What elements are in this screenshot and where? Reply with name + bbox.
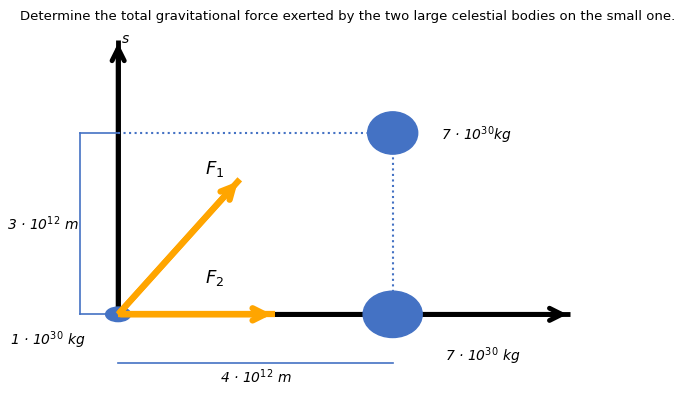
Text: 3 · 10$^{12}$ m: 3 · 10$^{12}$ m xyxy=(7,214,79,233)
Text: 7 · 10$^{30}$kg: 7 · 10$^{30}$kg xyxy=(441,124,512,146)
Text: s: s xyxy=(122,32,129,46)
Text: 1 · 10$^{30}$ kg: 1 · 10$^{30}$ kg xyxy=(10,330,85,351)
Text: 4 · 10$^{12}$ m: 4 · 10$^{12}$ m xyxy=(220,368,292,386)
Ellipse shape xyxy=(368,112,418,154)
Text: $F_1$: $F_1$ xyxy=(205,159,224,179)
Text: $F_2$: $F_2$ xyxy=(205,268,224,288)
Text: Determine the total gravitational force exerted by the two large celestial bodie: Determine the total gravitational force … xyxy=(20,10,675,23)
Text: 7 · 10$^{30}$ kg: 7 · 10$^{30}$ kg xyxy=(445,346,520,368)
Ellipse shape xyxy=(363,291,422,338)
Circle shape xyxy=(106,307,131,322)
